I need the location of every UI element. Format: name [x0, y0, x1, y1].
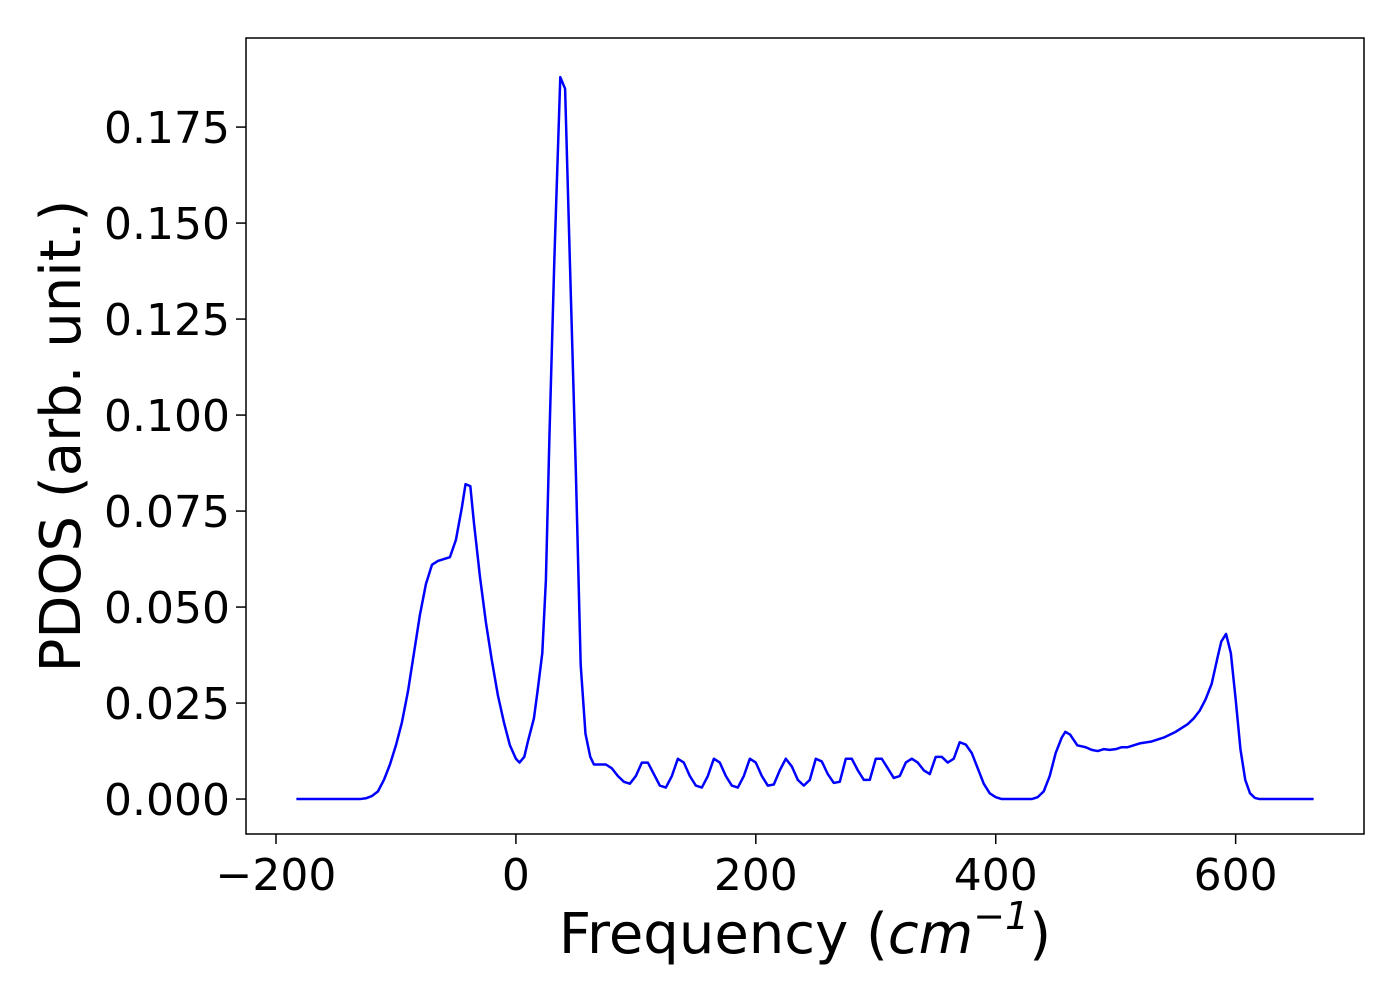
- x-label-close: ): [1029, 902, 1051, 967]
- y-axis-label: PDOS (arb. unit.): [29, 200, 94, 673]
- x-label-unit: cm: [888, 902, 973, 967]
- x-tick-label: −200: [216, 850, 337, 901]
- x-axis-label: Frequency (cm−1): [559, 894, 1051, 967]
- y-tick-label: 0.150: [104, 199, 230, 250]
- y-tick-label: 0.125: [104, 295, 230, 346]
- x-tick-label: 600: [1194, 850, 1278, 901]
- x-tick-label: 200: [714, 850, 798, 901]
- data-line: [296, 75, 1314, 801]
- y-tick-label: 0.075: [104, 487, 230, 538]
- x-label-text: Frequency (: [559, 902, 888, 967]
- y-tick-label: 0.050: [104, 583, 230, 634]
- y-tick-label: 0.100: [104, 391, 230, 442]
- y-tick-label: 0.025: [104, 679, 230, 730]
- x-tick-label: 0: [502, 850, 530, 901]
- y-tick-label: 0.000: [104, 775, 230, 826]
- x-label-exponent: −1: [973, 894, 1029, 938]
- y-tick-label: 0.175: [104, 103, 230, 154]
- plot-frame: [245, 37, 1365, 835]
- x-tick-label: 400: [954, 850, 1038, 901]
